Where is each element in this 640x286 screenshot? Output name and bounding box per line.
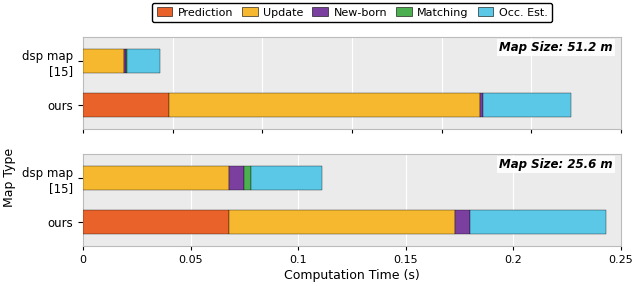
Text: Map Size: 25.6 m: Map Size: 25.6 m [499, 158, 612, 171]
Bar [470, 210, 605, 234]
Bar [83, 93, 169, 117]
Bar [480, 93, 483, 117]
Text: Map Size: 51.2 m: Map Size: 51.2 m [499, 41, 612, 54]
Bar [169, 93, 480, 117]
Bar [229, 210, 455, 234]
Legend: Prediction, Update, New-born, Matching, Occ. Est.: Prediction, Update, New-born, Matching, … [152, 3, 552, 22]
Bar [244, 166, 251, 190]
Bar [127, 49, 160, 73]
Bar [229, 166, 244, 190]
Bar [251, 166, 322, 190]
Bar [125, 49, 127, 73]
Bar [483, 93, 571, 117]
Text: Map Type: Map Type [3, 148, 16, 207]
Bar [83, 49, 124, 73]
Bar [83, 166, 229, 190]
X-axis label: Computation Time (s): Computation Time (s) [284, 269, 420, 282]
Bar [124, 49, 125, 73]
Bar [83, 210, 229, 234]
Bar [455, 210, 470, 234]
